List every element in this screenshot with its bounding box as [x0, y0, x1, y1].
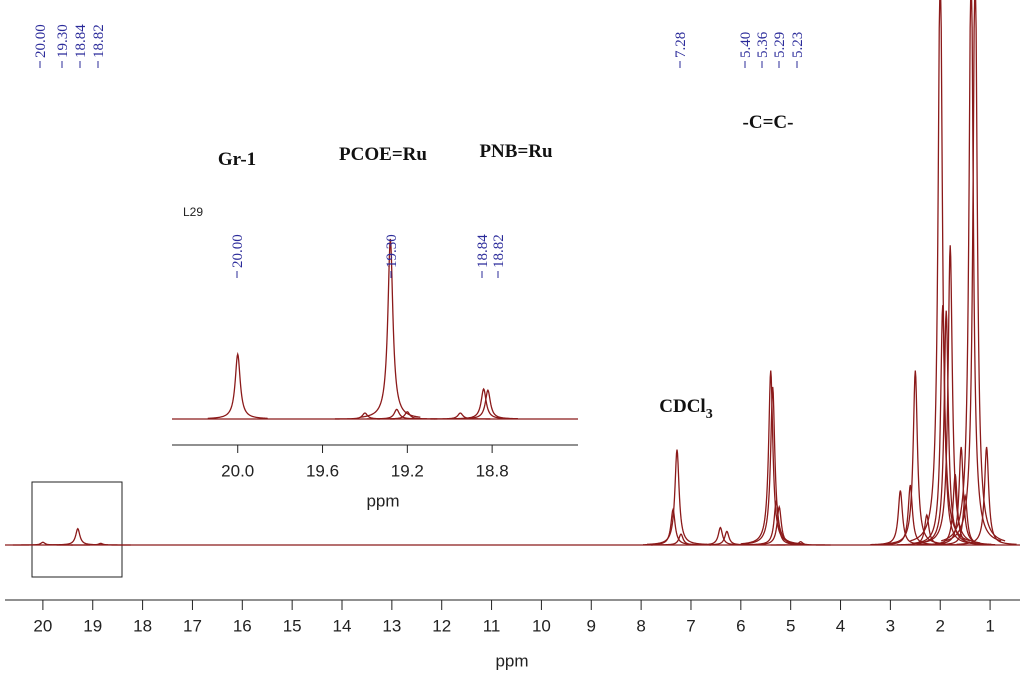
- peak-label: 18.84: [475, 234, 491, 268]
- peak-label: 18.82: [91, 24, 107, 58]
- annotation: -C=C-: [743, 112, 794, 133]
- peak: [910, 0, 971, 542]
- peak: [457, 388, 518, 420]
- peak: [770, 541, 831, 546]
- peak-label: 20.00: [33, 24, 49, 58]
- annotation: CDCl3: [659, 396, 712, 422]
- x-tick-label: 9: [587, 616, 596, 635]
- peak: [749, 504, 810, 546]
- x-tick-label: 18.8: [476, 461, 509, 480]
- peak: [956, 446, 1017, 545]
- peak-label: 7.28: [673, 32, 689, 58]
- x-tick-label: 19.2: [391, 461, 424, 480]
- peak-label: 5.36: [755, 31, 771, 58]
- x-tick-label: 17: [183, 616, 202, 635]
- x-tick-label: 19.6: [306, 461, 339, 480]
- peak-label: 18.84: [73, 24, 89, 58]
- peak: [944, 0, 1006, 542]
- peak: [912, 305, 973, 544]
- x-tick-label: 14: [333, 616, 352, 635]
- peak: [646, 449, 708, 545]
- peak-label: 5.23: [790, 32, 806, 58]
- peak: [377, 411, 438, 420]
- spectrum-label: L29: [183, 205, 203, 219]
- x-tick-label: 20: [33, 616, 52, 635]
- annotation: Gr-1: [218, 149, 256, 170]
- peak: [430, 412, 491, 420]
- x-tick-label: 19: [83, 616, 102, 635]
- annotation: PCOE=Ru: [339, 144, 427, 165]
- peak-label: 18.82: [491, 234, 507, 268]
- peak: [742, 386, 803, 545]
- annotation: PNB=Ru: [479, 141, 553, 162]
- x-tick-label: 15: [283, 616, 302, 635]
- peak-label: 5.40: [738, 32, 754, 58]
- peak-label: 19.30: [55, 24, 71, 58]
- x-tick-label: 6: [736, 616, 745, 635]
- x-tick-label: 4: [836, 616, 845, 635]
- peak: [920, 245, 981, 544]
- x-tick-label: 8: [636, 616, 645, 635]
- x-tick-label: 13: [382, 616, 401, 635]
- x-tick-label: 2: [936, 616, 945, 635]
- peak: [935, 493, 996, 546]
- peak-label: 5.29: [772, 32, 788, 58]
- peak: [940, 0, 1002, 542]
- x-tick-label: 20.0: [221, 461, 254, 480]
- peak-label: 19.30: [384, 234, 400, 268]
- annotation-subscript: 3: [706, 407, 713, 422]
- x-axis-label: ppm: [366, 491, 399, 510]
- peak: [47, 527, 108, 546]
- x-tick-label: 10: [532, 616, 551, 635]
- x-axis-label: ppm: [495, 651, 528, 670]
- x-tick-label: 1: [985, 616, 994, 635]
- x-tick-label: 5: [786, 616, 795, 635]
- annotation-text: CDCl: [659, 396, 705, 417]
- x-tick-label: 12: [432, 616, 451, 635]
- peak: [746, 499, 807, 546]
- peak-label: 20.00: [230, 234, 246, 268]
- x-tick-label: 18: [133, 616, 152, 635]
- x-tick-label: 7: [686, 616, 695, 635]
- peak: [207, 351, 268, 420]
- zoom-box: [31, 481, 123, 578]
- x-tick-label: 16: [233, 616, 252, 635]
- x-tick-label: 11: [483, 616, 501, 635]
- peak: [70, 542, 131, 546]
- x-tick-label: 3: [886, 616, 895, 635]
- peak: [690, 526, 751, 546]
